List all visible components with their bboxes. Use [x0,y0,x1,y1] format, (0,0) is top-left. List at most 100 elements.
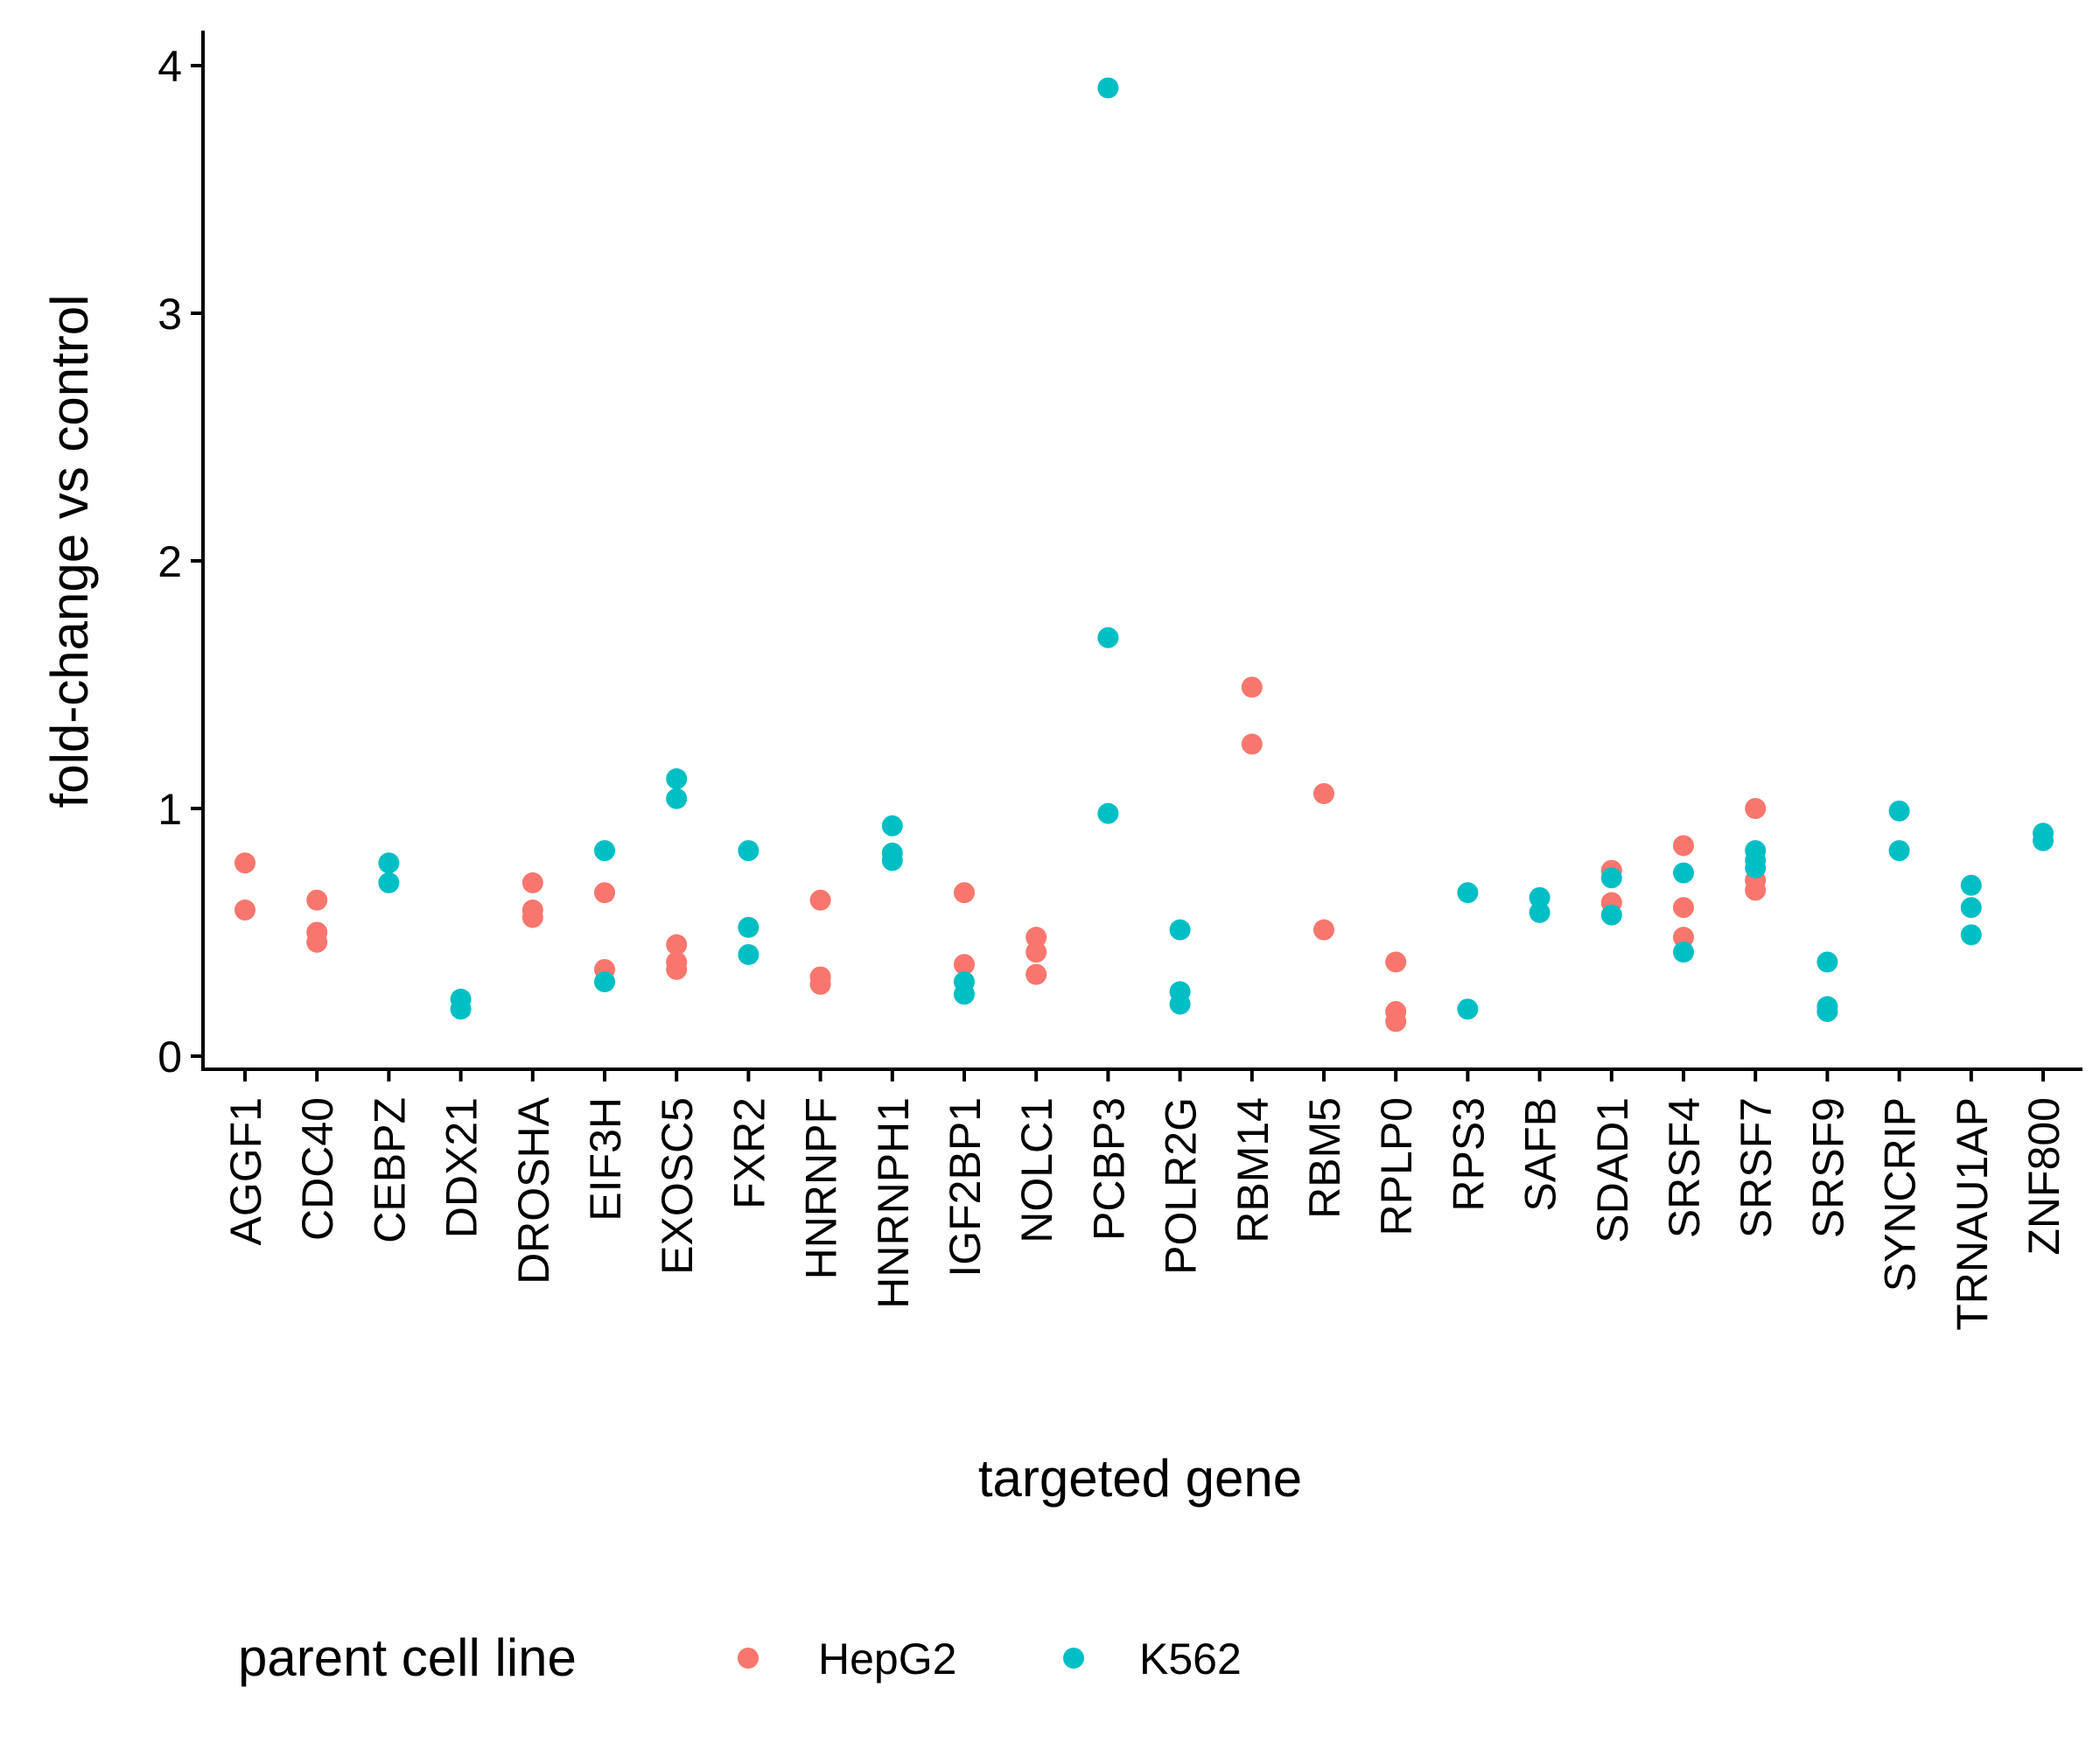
x-axis-ticks: AGGF1 CDC40 CEBPZ DDX21 DROSHA EIF3H EXOSC5 FXR… [221,1069,2068,1331]
x-tick-label: RBM14 [1228,1097,1278,1243]
y-tick-label: 2 [158,537,182,586]
data-point-hepg2 [1313,919,1334,941]
x-tick-label: DROSHA [509,1096,558,1284]
data-point-hepg2 [1385,1011,1407,1032]
data-point-k562 [1529,886,1550,908]
data-point-k562 [1960,874,1982,896]
data-point-hepg2 [594,882,615,904]
data-point-k562 [1745,857,1767,878]
data-point-k562 [1816,1001,1838,1023]
data-point-k562 [1960,897,1982,919]
x-tick-label: SAFB [1516,1097,1565,1212]
data-point-k562 [594,971,615,993]
data-point-hepg2 [1745,798,1767,819]
data-point-k562 [1529,901,1550,923]
legend-label-hepg2: HepG2 [818,1634,956,1684]
data-point-k562 [1097,77,1119,99]
data-point-k562 [954,984,975,1005]
y-tick-label: 1 [158,785,182,834]
data-point-hepg2 [522,872,543,893]
data-point-k562 [881,850,903,872]
data-point-k562 [1457,882,1479,904]
data-point-k562 [1673,942,1694,963]
data-point-hepg2 [1385,951,1407,973]
x-tick-label: DDX21 [438,1097,486,1238]
x-tick-label: EXOSC5 [653,1097,702,1275]
data-point-hepg2 [809,889,831,911]
x-tick-label: SRSF4 [1660,1097,1709,1238]
x-tick-label: RPLP0 [1372,1097,1421,1236]
data-point-hepg2 [809,973,831,995]
data-point-k562 [1097,802,1119,824]
data-point-hepg2 [1673,927,1694,948]
x-tick-label: EIF3H [581,1097,630,1222]
legend: parent cell line HepG2 K562 [238,1628,1242,1687]
x-tick-label: CEBPZ [365,1097,414,1243]
data-point-k562 [378,872,400,893]
data-point-k562 [1600,867,1622,889]
data-point-hepg2 [1026,963,1047,985]
y-tick-label: 3 [158,290,182,339]
x-tick-label: ZNF800 [2020,1097,2068,1256]
legend-key-hepg2 [738,1648,759,1669]
data-point-hepg2 [1745,879,1767,901]
data-point-k562 [738,916,760,938]
x-tick-label: CDC40 [293,1097,342,1241]
x-tick-label: FXR2 [724,1097,774,1209]
data-point-hepg2 [1673,897,1694,919]
data-point-k562 [881,815,903,836]
x-tick-label: IGF2BP1 [941,1097,990,1278]
data-point-hepg2 [666,958,688,980]
y-tick-label: 0 [158,1032,182,1082]
legend-key-k562 [1063,1648,1084,1669]
data-point-hepg2 [234,900,256,921]
x-tick-label: SYNCRIP [1876,1097,1925,1292]
data-point-k562 [1888,800,1910,822]
data-point-k562 [2033,830,2054,851]
x-tick-label: PCBP3 [1084,1097,1133,1241]
data-point-hepg2 [306,931,328,953]
data-point-hepg2 [1313,783,1334,805]
data-point-hepg2 [1241,733,1263,755]
data-point-k562 [1169,919,1191,941]
data-point-k562 [1960,924,1982,946]
data-point-k562 [738,943,760,965]
legend-label-k562: K562 [1139,1634,1242,1684]
data-point-hepg2 [954,954,975,976]
data-point-hepg2 [306,889,328,911]
data-point-k562 [666,768,688,790]
x-tick-label: HNRNPH1 [869,1097,918,1309]
legend-title: parent cell line [238,1628,577,1687]
data-point-k562 [594,840,615,862]
x-tick-label: AGGF1 [221,1097,270,1245]
data-point-k562 [1600,904,1622,926]
data-point-k562 [1816,951,1838,973]
data-point-k562 [1888,840,1910,862]
data-point-hepg2 [954,882,975,904]
x-axis-title: targeted gene [978,1449,1302,1508]
data-point-k562 [1457,998,1479,1020]
y-axis-ticks: 0 1 2 3 4 [158,42,203,1082]
x-tick-label: SRSF7 [1732,1097,1781,1238]
data-point-k562 [378,852,400,874]
x-tick-label: SDAD1 [1588,1097,1637,1243]
data-point-hepg2 [1673,835,1694,857]
x-tick-label: SRSF9 [1803,1097,1852,1238]
x-tick-label: TRNAU1AP [1948,1097,1997,1331]
y-axis-title: fold-change vs control [40,295,99,808]
x-tick-label: HNRNPF [797,1097,846,1279]
data-points [234,77,2054,1032]
x-tick-label: POLR2G [1157,1097,1206,1275]
data-point-hepg2 [1026,942,1047,963]
data-point-k562 [1673,862,1694,884]
x-tick-label: RPS3 [1444,1097,1493,1212]
data-point-hepg2 [1241,676,1263,698]
data-point-hepg2 [522,906,543,928]
data-point-k562 [450,998,472,1020]
data-point-k562 [666,788,688,809]
data-point-hepg2 [234,852,256,874]
data-point-k562 [1097,626,1119,648]
y-tick-label: 4 [158,42,182,91]
